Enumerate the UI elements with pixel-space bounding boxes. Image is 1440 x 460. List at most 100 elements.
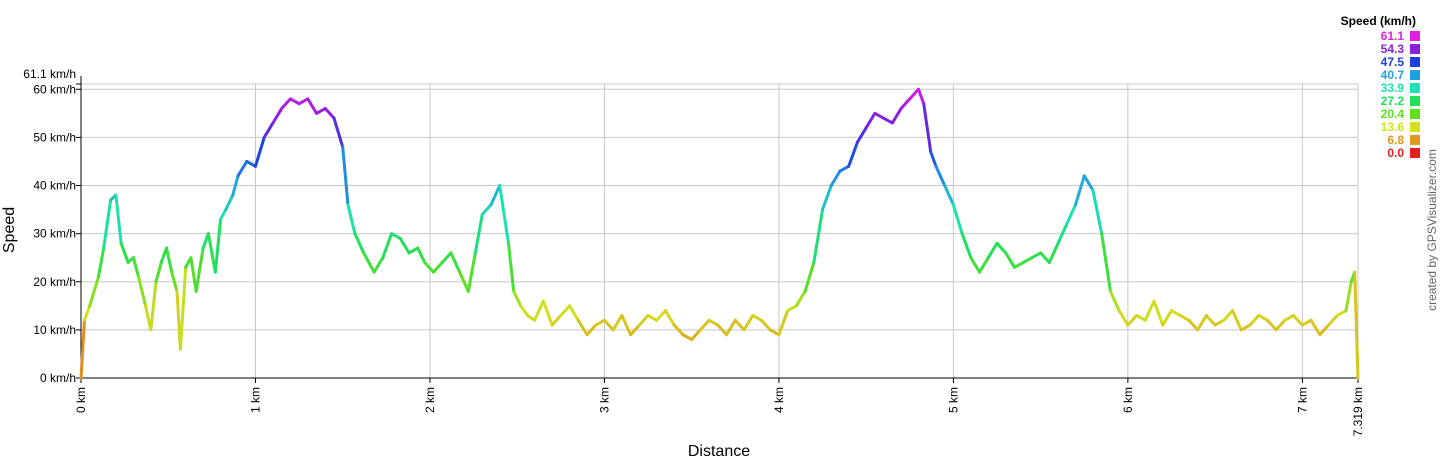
speed-segment [1189, 320, 1198, 330]
x-tick-label: 5 km [946, 387, 960, 413]
speed-segment [255, 137, 264, 166]
speed-segment [343, 147, 348, 205]
speed-segment [1276, 320, 1285, 330]
speed-segment [1250, 315, 1259, 325]
legend-value: 27.2 [1381, 94, 1405, 108]
speed-segment [348, 205, 355, 234]
speed-segment [514, 291, 521, 305]
y-tick-label: 50 km/h [33, 130, 76, 144]
legend-swatch [1410, 70, 1420, 80]
speed-segment [1154, 301, 1163, 325]
speed-segment [425, 263, 434, 273]
speed-segment [761, 320, 770, 330]
y-max-label: 61.1 km/h [23, 67, 76, 81]
speed-segment [81, 320, 84, 378]
speed-segment [116, 195, 121, 243]
x-tick-label: 2 km [423, 387, 437, 413]
speed-segment [849, 142, 858, 166]
speed-segment [151, 282, 156, 330]
speed-segment [334, 118, 343, 147]
speed-segment [1076, 176, 1085, 205]
speed-segment [988, 243, 997, 257]
legend-value: 47.5 [1381, 55, 1405, 69]
speed-segment [613, 315, 622, 329]
speed-segment [433, 263, 442, 273]
y-axis-ticks: 0 km/h10 km/h20 km/h30 km/h40 km/h50 km/… [33, 76, 81, 385]
speed-segment [1128, 315, 1137, 325]
legend-title: Speed (km/h) [1341, 14, 1416, 28]
legend-value: 0.0 [1387, 146, 1404, 160]
legend-swatch [1410, 122, 1420, 132]
speed-segment [1346, 282, 1351, 311]
y-axis-title: Speed [1, 207, 18, 253]
speed-segment [924, 104, 931, 152]
speed-segment [491, 186, 500, 205]
speed-segment [1006, 253, 1015, 267]
speed-segment [945, 186, 954, 205]
speed-segment [355, 234, 364, 253]
speed-segment [383, 234, 392, 258]
speed-segment [442, 253, 451, 263]
speed-segment [98, 248, 103, 277]
credit-text: created by GPSVisualizer.com [1425, 149, 1439, 311]
speed-segment [604, 320, 613, 330]
legend-swatch [1410, 148, 1420, 158]
x-axis-title: Distance [688, 443, 750, 460]
speed-segment [180, 267, 185, 349]
speed-segment [639, 315, 648, 325]
legend-swatch [1410, 44, 1420, 54]
speed-segment [1049, 243, 1058, 262]
speed-segment [226, 195, 233, 209]
speed-segment [264, 123, 273, 137]
speed-segment [325, 109, 334, 119]
speed-segment [1224, 311, 1233, 321]
y-tick-label: 30 km/h [33, 227, 76, 241]
speed-segment [552, 315, 561, 325]
legend-swatch [1410, 96, 1420, 106]
speed-segment [892, 109, 901, 123]
speed-segment [191, 258, 196, 292]
speed-segment [997, 243, 1006, 253]
plot-frame [81, 84, 1358, 378]
legend-swatch [1410, 109, 1420, 119]
speed-segment [901, 99, 910, 109]
speed-segment [166, 248, 171, 272]
legend-value: 6.8 [1387, 133, 1404, 147]
speed-segment [535, 301, 544, 320]
speed-segment [657, 311, 666, 321]
speed-segment [508, 243, 513, 291]
speed-segment [570, 306, 579, 320]
legend-value: 61.1 [1381, 29, 1405, 43]
speed-segment [931, 152, 936, 166]
speed-segment [468, 253, 475, 291]
speed-segment [500, 186, 509, 244]
speed-segment [980, 258, 989, 272]
legend-value: 33.9 [1381, 81, 1405, 95]
speed-segment [208, 234, 215, 272]
x-tick-label: 0 km [74, 387, 88, 413]
legend-value: 54.3 [1381, 42, 1405, 56]
speed-segment [1198, 315, 1207, 329]
speed-segment [1329, 315, 1338, 325]
speed-segment [1145, 301, 1154, 320]
speed-segment [1110, 291, 1119, 310]
speed-segment [418, 248, 425, 262]
speed-segment [971, 258, 980, 272]
speed-segment [962, 234, 971, 258]
legend-swatch [1410, 57, 1420, 67]
speed-segment [374, 258, 383, 272]
speed-segment [104, 200, 111, 248]
y-tick-label: 0 km/h [40, 371, 76, 385]
speed-segment [700, 320, 709, 330]
x-axis-ticks: 0 km 1 km 2 km 3 km 4 km 5 km 6 km 7 km 7.319 km [74, 378, 1365, 436]
speed-segment [953, 205, 962, 234]
speed-segment [857, 128, 866, 142]
speed-segment [814, 210, 823, 263]
speed-segment [238, 161, 247, 175]
speed-segment [1206, 315, 1215, 325]
legend-value: 20.4 [1381, 107, 1405, 121]
speed-segment [308, 99, 317, 113]
speed-segment [400, 238, 409, 252]
speed-segment [622, 315, 631, 334]
speed-segment [133, 258, 138, 277]
